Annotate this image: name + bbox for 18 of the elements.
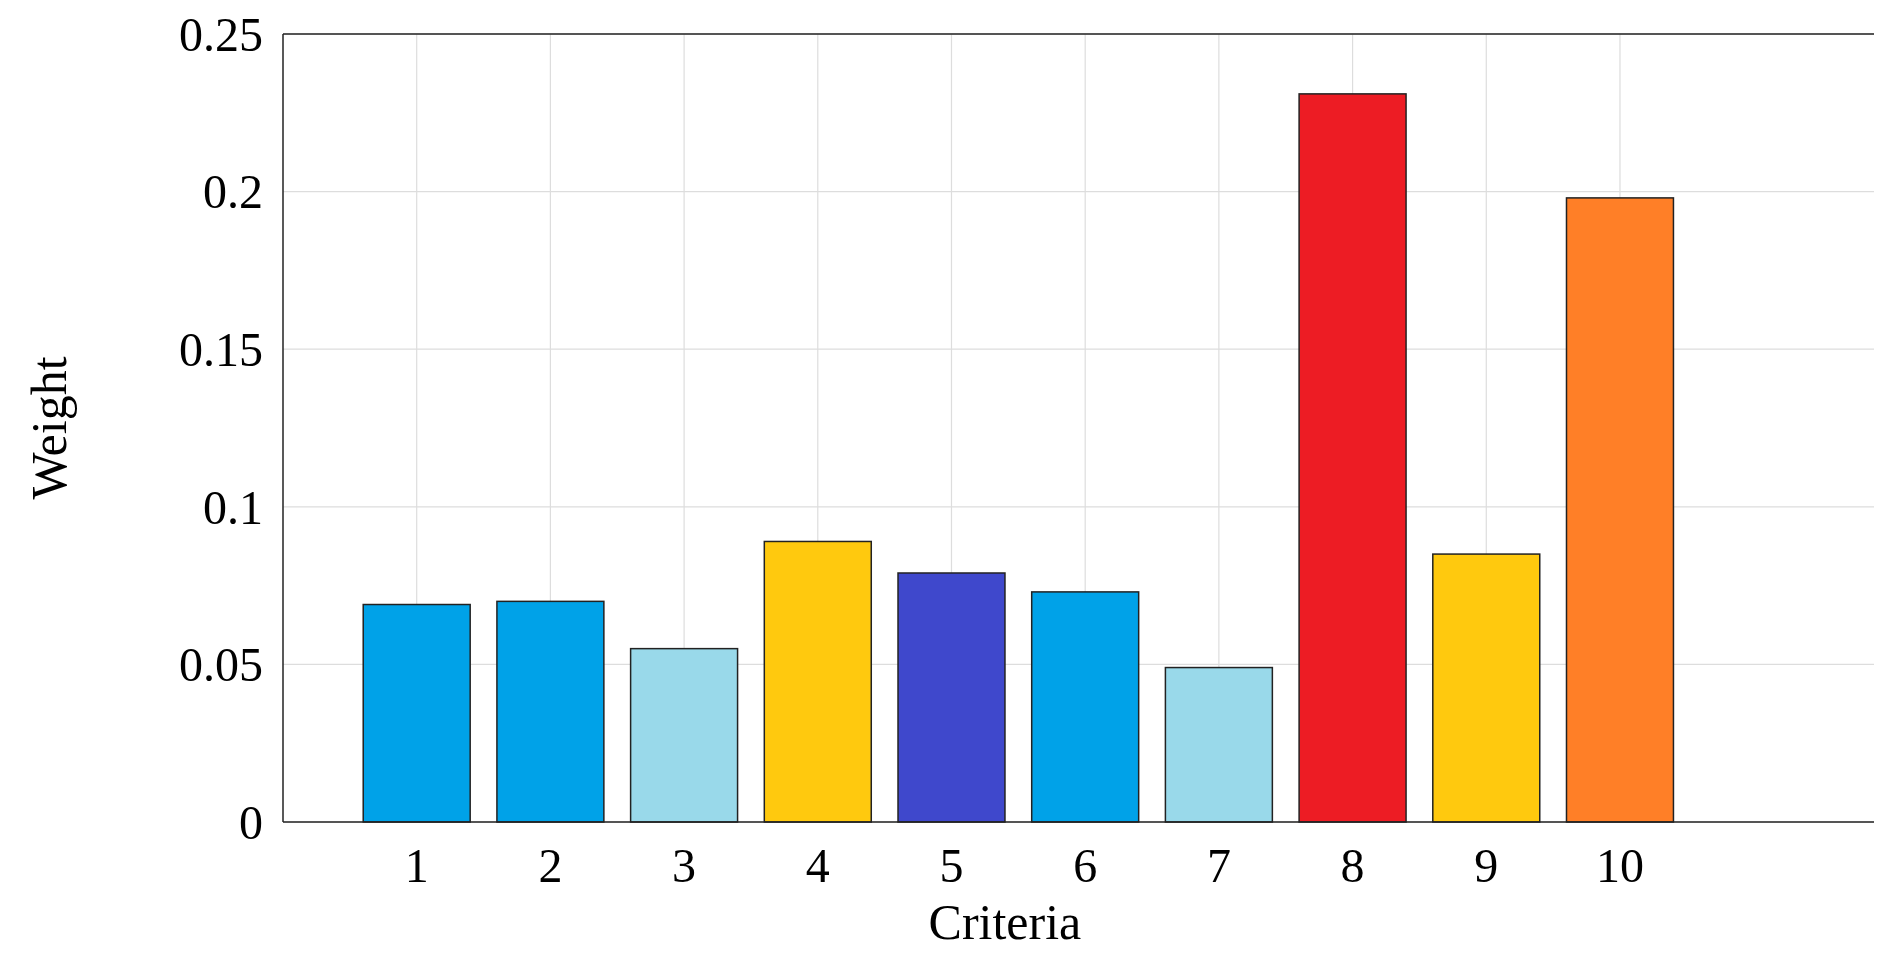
x-tick-label: 6 — [1073, 839, 1098, 892]
y-tick-label: 0.2 — [203, 165, 263, 219]
x-tick-label: 4 — [805, 839, 830, 892]
x-tick-label: 5 — [939, 839, 964, 892]
y-tick-label: 0 — [239, 795, 263, 849]
x-tick-label: 9 — [1474, 839, 1499, 892]
y-tick-label: 0.25 — [179, 7, 263, 61]
y-tick-label: 0.1 — [203, 480, 263, 534]
y-tick-label: 0.15 — [179, 323, 263, 376]
y-tick-label: 0.05 — [179, 638, 263, 692]
x-tick-label: 10 — [1595, 839, 1644, 892]
x-tick-label: 7 — [1206, 839, 1231, 892]
x-tick-label: 3 — [672, 839, 697, 892]
x-tick-label: 2 — [538, 839, 563, 892]
x-axis-title: Criteria — [928, 894, 1082, 950]
x-tick-label: 1 — [404, 839, 429, 892]
x-tick-label: 8 — [1340, 839, 1365, 892]
y-axis-title: Weight — [21, 356, 77, 500]
